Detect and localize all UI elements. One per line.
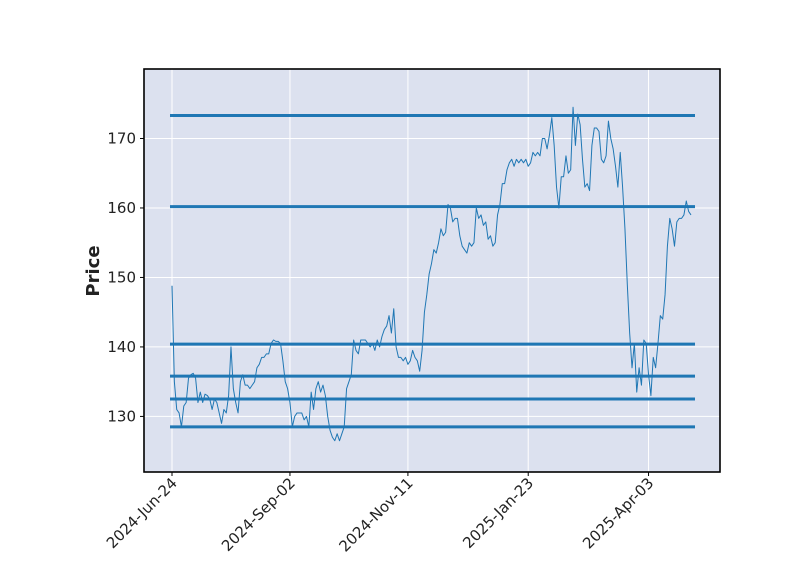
support-resistance-lines — [170, 114, 695, 429]
y-tick-label: 130 — [107, 407, 136, 425]
y-tick-label: 160 — [107, 199, 136, 217]
x-axis-ticks: 2024-Jun-24 2024-Sep-02 2024-Nov-11 2025-Ja… — [103, 472, 657, 555]
y-axis-ticks: 130 140 150 160 170 — [107, 129, 144, 425]
plot-background — [144, 69, 720, 472]
x-tick-label: 2024-Nov-11 — [335, 474, 416, 555]
x-tick-label: 2025-Jan-23 — [459, 474, 537, 552]
y-tick-label: 170 — [107, 129, 136, 147]
x-tick-label: 2025-Apr-03 — [579, 474, 657, 552]
y-tick-label: 150 — [107, 268, 136, 286]
price-series-line — [171, 106, 692, 442]
plot-frame — [143, 68, 721, 473]
y-axis-title: Price — [83, 245, 104, 296]
x-tick-label: 2024-Jun-24 — [103, 474, 181, 552]
y-tick-label: 140 — [107, 338, 136, 356]
x-tick-label: 2024-Sep-02 — [218, 474, 299, 555]
